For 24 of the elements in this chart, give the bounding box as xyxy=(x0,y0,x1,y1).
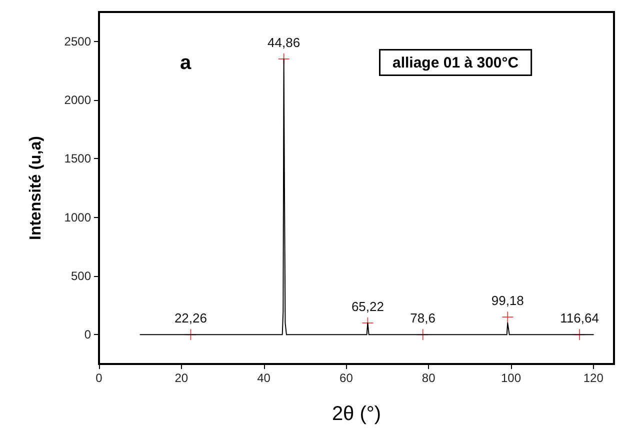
y-tick-label: 2000 xyxy=(64,93,92,107)
y-tick-label: 0 xyxy=(84,328,92,342)
x-tick-label: 0 xyxy=(96,371,103,385)
annotation: 116,64 xyxy=(560,310,599,326)
x-axis-title: 2θ (°) xyxy=(332,403,382,425)
point xyxy=(502,312,514,323)
y-tick-label: 1500 xyxy=(64,152,92,166)
y-tick-label: 2500 xyxy=(64,34,92,48)
annotation: 78,6 xyxy=(410,310,436,326)
x-tick-label: 100 xyxy=(500,371,522,385)
annotation: alliage 01 à 300°C xyxy=(392,54,519,72)
annotation: a xyxy=(180,52,192,74)
x-tick-label: 60 xyxy=(340,371,354,385)
annotation: 44,86 xyxy=(268,34,300,50)
y-tick-label: 500 xyxy=(70,269,92,283)
x-tick-label: 120 xyxy=(583,371,604,385)
y-axis-title: Intensité (u,a) xyxy=(28,136,44,240)
annotation: 99,18 xyxy=(491,293,524,308)
y-tick-label: 1000 xyxy=(64,210,92,224)
x-tick-label: 20 xyxy=(174,371,188,385)
annotation: 65,22 xyxy=(351,298,384,314)
annotation: 22,26 xyxy=(174,310,207,326)
x-tick-label: 80 xyxy=(422,371,436,385)
x-tick-label: 40 xyxy=(257,371,271,385)
